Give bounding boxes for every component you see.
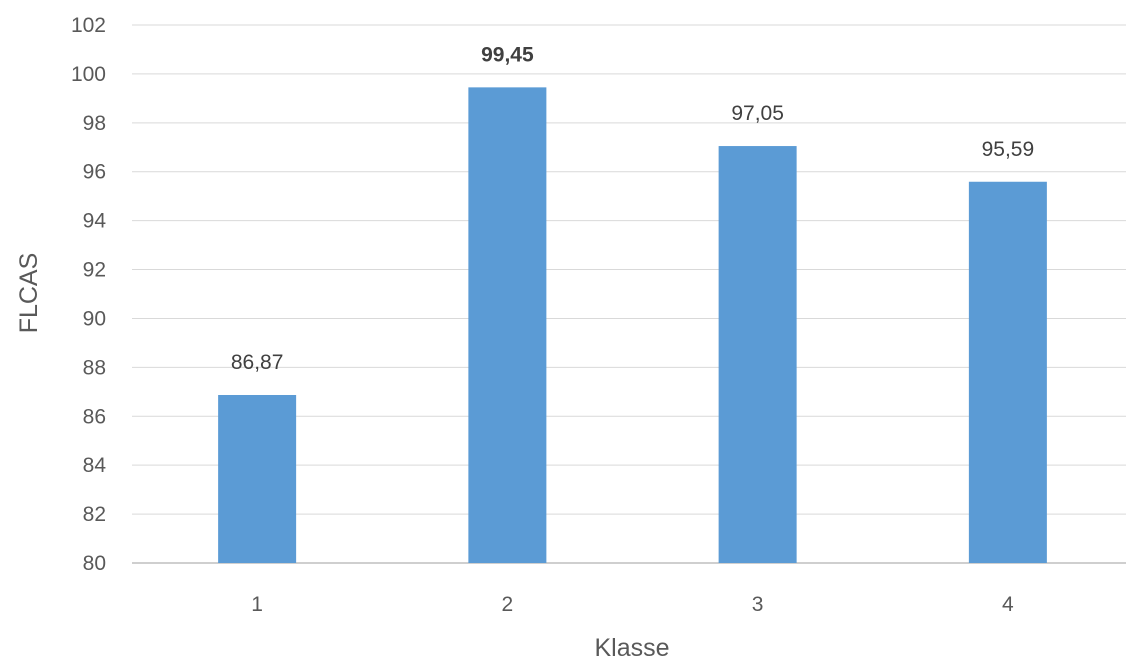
- x-axis-title: Klasse: [594, 634, 669, 662]
- data-label-4: 95,59: [982, 138, 1035, 161]
- y-tick-label: 94: [83, 210, 107, 233]
- y-axis-title: FLCAS: [15, 253, 43, 334]
- y-tick-label: 102: [71, 14, 106, 37]
- y-tick-label: 92: [83, 259, 106, 282]
- y-tick-label: 80: [83, 552, 106, 575]
- x-axis-ticks: 1 2 3 4: [251, 593, 1014, 616]
- y-tick-label: 86: [83, 405, 106, 428]
- y-tick-label: 84: [83, 454, 107, 477]
- y-tick-label: 88: [83, 356, 106, 379]
- bars: [218, 87, 1047, 564]
- bar-1: [218, 394, 297, 563]
- x-tick-label-2: 2: [502, 593, 514, 616]
- data-label-1: 86,87: [231, 351, 284, 374]
- x-tick-label-4: 4: [1002, 593, 1014, 616]
- y-tick-label: 96: [83, 161, 106, 184]
- y-tick-label: 82: [83, 503, 106, 526]
- bar-2: [468, 87, 547, 563]
- data-labels: 86,87 99,45 97,05 95,59: [231, 43, 1034, 374]
- bar-3: [718, 146, 797, 564]
- data-label-3: 97,05: [731, 102, 784, 125]
- x-tick-label-1: 1: [251, 593, 263, 616]
- bar-4: [968, 181, 1047, 563]
- y-tick-label: 100: [71, 63, 106, 86]
- y-axis-ticks: 80 82 84 86 88 90 92 94 96 98 100 102: [71, 14, 106, 575]
- data-label-2: 99,45: [481, 43, 534, 66]
- y-tick-label: 90: [83, 307, 106, 330]
- x-tick-label-3: 3: [752, 593, 764, 616]
- gridlines: [132, 24, 1126, 564]
- y-tick-label: 98: [83, 112, 106, 135]
